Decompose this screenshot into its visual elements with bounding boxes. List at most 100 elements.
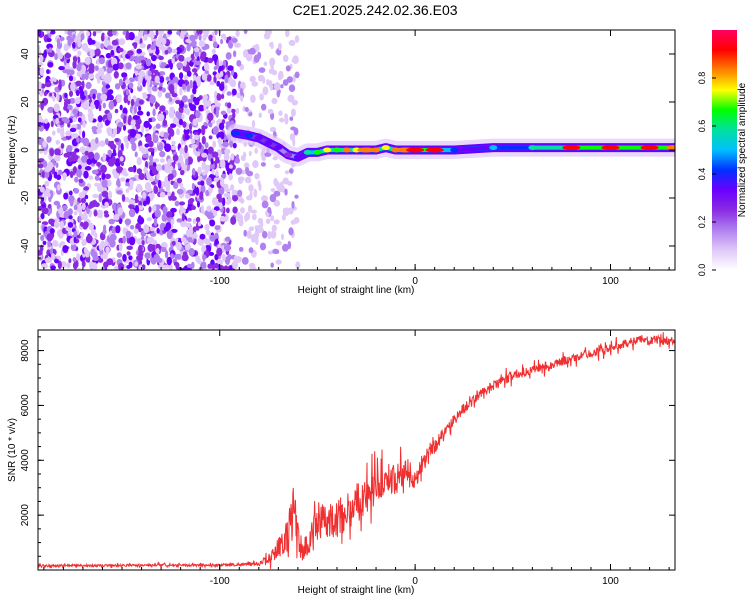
spectrogram-noise-cell [121,194,126,202]
spectrogram-noise-cell [63,58,67,66]
spectrogram-noise-cell [88,222,94,231]
spectrogram-noise-cell [83,186,90,191]
spectrogram-noise-cell [86,158,93,165]
spectrogram-noise-cell [170,195,177,201]
spectrogram-noise-cell [225,52,232,60]
spectrogram-noise-cell [60,129,65,138]
spectrogram-noise-cell [67,104,73,111]
spectrogram-noise-cell [48,47,53,53]
spectrogram-noise-cell [71,133,79,139]
spectrogram-noise-cell [172,76,179,86]
spectrogram-noise-cell [72,117,77,122]
spectrogram-noise-cell [295,261,301,270]
signal-track-peak [640,145,659,151]
spectrogram-noise-cell [116,252,123,258]
spectrogram-noise-cell [140,59,146,64]
spectrogram-noise-cell [60,143,65,149]
spectrogram-noise-cell [138,105,142,112]
spectrogram-noise-cell [43,118,49,124]
spectrogram-noise-cell [142,191,147,199]
spectrogram-noise-cell [156,163,163,172]
spectrogram-noise-cell [187,189,193,195]
spectrogram-noise-cell [216,247,223,257]
spectrogram-noise-cell [198,30,203,35]
spectrogram-noise-cell [197,128,202,134]
spectrogram-noise-cell [243,49,249,58]
signal-track-peak [342,147,351,153]
spectrogram-noise-cell [134,261,138,267]
spectrogram-noise-cell [98,193,103,203]
spectrogram-noise-cell [38,163,44,169]
spectrogram-noise-cell [89,49,96,57]
spectrogram-noise-cell [134,204,140,214]
spectrogram-noise-cell [95,30,103,34]
spectrogram-noise-cell [215,158,220,164]
spectrogram-noise-cell [291,201,295,209]
spectrogram-noise-cell [84,71,89,80]
spectrogram-noise-cell [46,233,54,242]
spectrogram-noise-cell [185,222,191,228]
spectrogram-noise-cell [159,150,166,158]
spectrogram-noise-cell [218,65,224,71]
spectrogram-noise-cell [259,242,267,251]
spectrogram-noise-cell [167,126,173,135]
spectrogram-noise-cell [143,166,148,174]
spectrogram-noise-cell [96,121,104,129]
spectrogram-noise-cell [118,62,124,70]
spectrogram-noise-cell [66,69,71,75]
spectrogram-noise-cell [145,58,152,67]
spectrogram-noise-cell [167,191,172,197]
spectrogram-noise-cell [172,154,179,162]
spectrogram-noise-cell [155,39,162,47]
spectrogram-noise-cell [72,33,76,39]
spectrogram-noise-cell [137,75,143,84]
spectrogram-noise-cell [169,90,175,95]
snr-series-line [38,332,675,570]
spectrogram-noise-cell [222,197,226,207]
spectrogram-noise-cell [232,260,238,269]
spectrogram-noise-cell [57,169,63,176]
spectrogram-noise-cell [192,84,198,90]
spectrogram-noise-cell [50,265,56,270]
spectrogram-noise-cell [159,105,166,112]
spectrogram-noise-cell [76,253,81,262]
spectrogram-noise-cell [78,164,82,170]
spectrogram-noise-cell [157,113,165,122]
spectrogram-noise-cell [138,99,144,105]
spectrogram-noise-cell [152,108,156,117]
spectrogram-noise-cell [240,198,245,204]
spectrogram-noise-cell [59,220,65,229]
spectrogram-noise-cell [47,204,52,209]
spectrogram-noise-cell [187,199,194,205]
spectrogram-noise-cell [170,207,177,213]
spectrogram-noise-cell [200,205,205,214]
spectrogram-noise-cell [149,227,156,232]
spectrogram-noise-cell [228,173,233,181]
spectrogram-noise-cell [220,173,227,179]
spectrogram-noise-cell [128,166,135,172]
spectrogram-noise-cell [94,175,100,181]
spectrogram-noise-cell [56,92,60,102]
spectrogram-noise-cell [220,178,225,187]
spectrogram-noise-cell [67,36,75,43]
spectrogram-noise-cell [107,112,113,121]
spectrogram-noise-cell [86,258,91,263]
spectrogram-noise-cell [98,103,102,112]
spectrogram-noise-cell [270,188,276,192]
spectrogram-noise-cell [145,187,153,192]
spectrogram-noise-cell [181,83,187,91]
spectrogram-noise-cell [56,184,61,191]
spectrogram-noise-cell [39,186,45,193]
spectrogram-noise-cell [189,34,195,42]
spectrogram-noise-cell [226,91,232,96]
spectrogram-noise-cell [152,204,157,212]
spectrogram-noise-cell [168,264,173,270]
spectrogram-noise-cell [209,234,216,242]
spectrogram-noise-cell [58,66,65,71]
spectrogram-noise-cell [157,89,163,98]
spectrogram-noise-cell [122,235,126,244]
spectrogram-noise-cell [189,79,193,89]
spectrogram-noise-cell [88,204,93,209]
spectrogram-noise-cell [246,230,252,239]
spectrogram-noise-cell [218,197,223,203]
